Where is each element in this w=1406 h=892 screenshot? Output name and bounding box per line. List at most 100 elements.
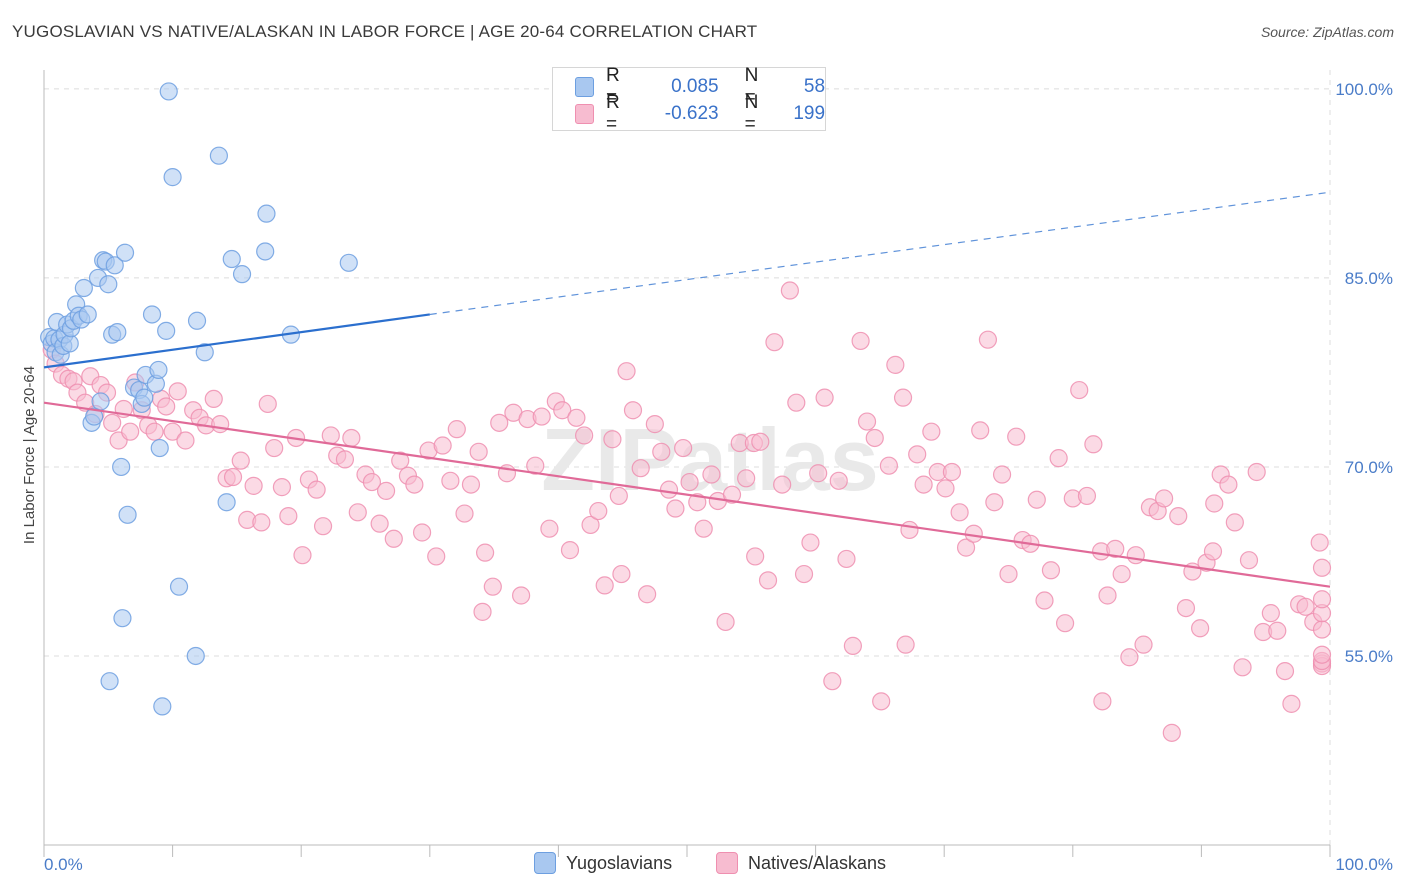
data-point (1176, 598, 1196, 618)
data-point (992, 465, 1012, 484)
data-point (674, 438, 693, 458)
legend-n-label: N = (744, 65, 759, 108)
data-point (900, 520, 919, 540)
data-point (851, 331, 870, 351)
data-point (971, 421, 990, 440)
data-point (581, 515, 600, 535)
legend-swatch-pink (575, 104, 595, 124)
chart-source: Source: ZipAtlas.com (1260, 24, 1394, 40)
data-point (231, 451, 250, 470)
bottom-legend-yugoslavians: Yugoslavians (534, 852, 672, 874)
data-point (595, 576, 614, 595)
data-point (1225, 513, 1244, 532)
data-point (1077, 486, 1097, 506)
data-point (1112, 564, 1131, 584)
data-point (1035, 591, 1054, 610)
y-axis-label: In Labor Force | Age 20-64 (21, 366, 38, 544)
trend-line (43, 313, 430, 369)
data-point (142, 305, 162, 324)
data-point (265, 438, 284, 458)
data-point (688, 493, 707, 512)
data-point (617, 362, 636, 381)
y-tick-label: 55.0% (1345, 647, 1393, 666)
data-point (176, 431, 195, 450)
data-point (652, 442, 671, 461)
data-point (950, 503, 969, 522)
data-point (362, 472, 382, 492)
data-point (612, 564, 631, 584)
data-point (1312, 558, 1332, 577)
data-point (307, 480, 326, 499)
data-point (222, 249, 241, 269)
data-point (1049, 449, 1068, 468)
data-point (293, 546, 312, 565)
data-point (257, 204, 276, 223)
data-point (896, 635, 915, 654)
data-point (865, 428, 884, 448)
legend-row-natives: R = -0.623 N = 199 (575, 92, 825, 135)
data-point (441, 471, 460, 490)
data-point (560, 541, 580, 560)
data-point (433, 436, 452, 455)
data-point (1247, 462, 1266, 482)
data-point (623, 401, 643, 420)
data-point (74, 278, 93, 298)
data-point (1219, 475, 1238, 494)
bottom-legend-label: Natives/Alaskans (748, 852, 887, 873)
data-point (121, 422, 140, 441)
data-point (186, 646, 205, 666)
data-point (773, 475, 792, 494)
data-point (113, 609, 132, 628)
data-point (1041, 561, 1061, 580)
data-point (159, 82, 178, 101)
data-point (638, 585, 657, 604)
data-point (252, 513, 271, 532)
data-point (787, 393, 806, 412)
data-point (603, 430, 622, 449)
y-tick-label: 85.0% (1345, 269, 1393, 288)
data-point (999, 564, 1018, 584)
data-point (455, 504, 474, 523)
data-point (447, 420, 466, 439)
data-point (475, 543, 495, 562)
data-point (1126, 546, 1145, 565)
data-point (1055, 614, 1075, 633)
data-point (150, 438, 169, 458)
data-point (163, 168, 182, 187)
data-point (427, 547, 446, 566)
legend-n-value: 58 (803, 76, 826, 97)
data-point (461, 475, 481, 494)
data-point (204, 389, 223, 409)
data-point (1106, 539, 1125, 558)
data-point (153, 697, 172, 716)
data-point (321, 426, 340, 445)
data-point (553, 401, 572, 420)
data-point (857, 412, 877, 431)
data-point (1296, 597, 1315, 616)
data-point (680, 472, 699, 492)
data-point (112, 457, 131, 477)
data-point (384, 529, 403, 548)
data-point (872, 692, 891, 711)
data-point (893, 388, 913, 407)
legend-r-value: 0.085 (671, 76, 719, 97)
data-point (103, 413, 122, 432)
data-point (108, 323, 127, 342)
data-point (942, 462, 962, 482)
data-point (780, 281, 799, 300)
data-point (1233, 658, 1252, 677)
data-point (1282, 694, 1301, 713)
data-point (348, 503, 367, 522)
data-point (609, 486, 628, 506)
data-point (391, 451, 410, 470)
data-point (809, 464, 828, 483)
data-point (1239, 551, 1259, 570)
data-point (922, 422, 941, 441)
data-point (1268, 621, 1287, 640)
data-point (195, 343, 214, 362)
data-point (1310, 533, 1329, 552)
data-point (168, 382, 187, 401)
data-point (589, 501, 608, 521)
data-point (794, 564, 814, 584)
